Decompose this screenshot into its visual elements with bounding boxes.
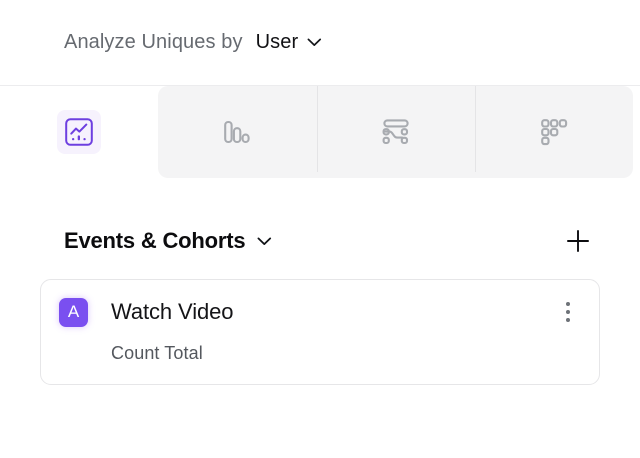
- chevron-down-icon: [307, 38, 322, 47]
- bar-chart-icon: [215, 110, 259, 154]
- event-card-main-row: A Watch Video: [59, 297, 581, 327]
- kebab-menu-icon[interactable]: [555, 297, 581, 327]
- event-name[interactable]: Watch Video: [111, 299, 234, 324]
- event-measure[interactable]: Count Total: [111, 343, 203, 363]
- tab-line-chart[interactable]: [0, 86, 159, 178]
- analyze-unit-value: User: [255, 31, 299, 53]
- retention-grid-icon: [532, 110, 576, 154]
- tab-funnel-flow[interactable]: [316, 86, 475, 178]
- event-card[interactable]: A Watch Video Count Total: [40, 279, 600, 385]
- events-cohorts-section-header: Events & Cohorts: [0, 226, 640, 256]
- tab-retention-grid[interactable]: [474, 86, 633, 178]
- add-event-button[interactable]: [563, 226, 593, 256]
- kebab-dot: [566, 318, 570, 322]
- kebab-dot: [566, 310, 570, 314]
- event-avatar: A: [59, 297, 88, 327]
- analyze-header: Analyze Uniques by User: [0, 0, 640, 86]
- tab-bar-chart[interactable]: [158, 86, 317, 178]
- chevron-down-icon: [257, 237, 272, 246]
- chart-type-tabs: [0, 86, 640, 178]
- analyze-label: Analyze Uniques by: [64, 31, 243, 53]
- funnel-flow-icon: [374, 110, 418, 154]
- events-cohorts-toggle[interactable]: Events & Cohorts: [64, 228, 272, 254]
- kebab-dot: [566, 302, 570, 306]
- line-chart-icon: [57, 110, 102, 154]
- section-title: Events & Cohorts: [64, 228, 246, 253]
- analyze-unit-dropdown[interactable]: User: [256, 31, 323, 54]
